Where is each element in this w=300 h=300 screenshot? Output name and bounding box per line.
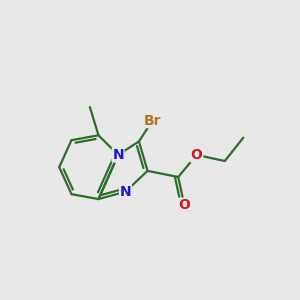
Text: O: O [191,148,203,162]
Text: N: N [120,185,131,199]
Text: Br: Br [144,114,161,128]
Text: N: N [112,148,124,162]
Text: O: O [178,198,190,212]
